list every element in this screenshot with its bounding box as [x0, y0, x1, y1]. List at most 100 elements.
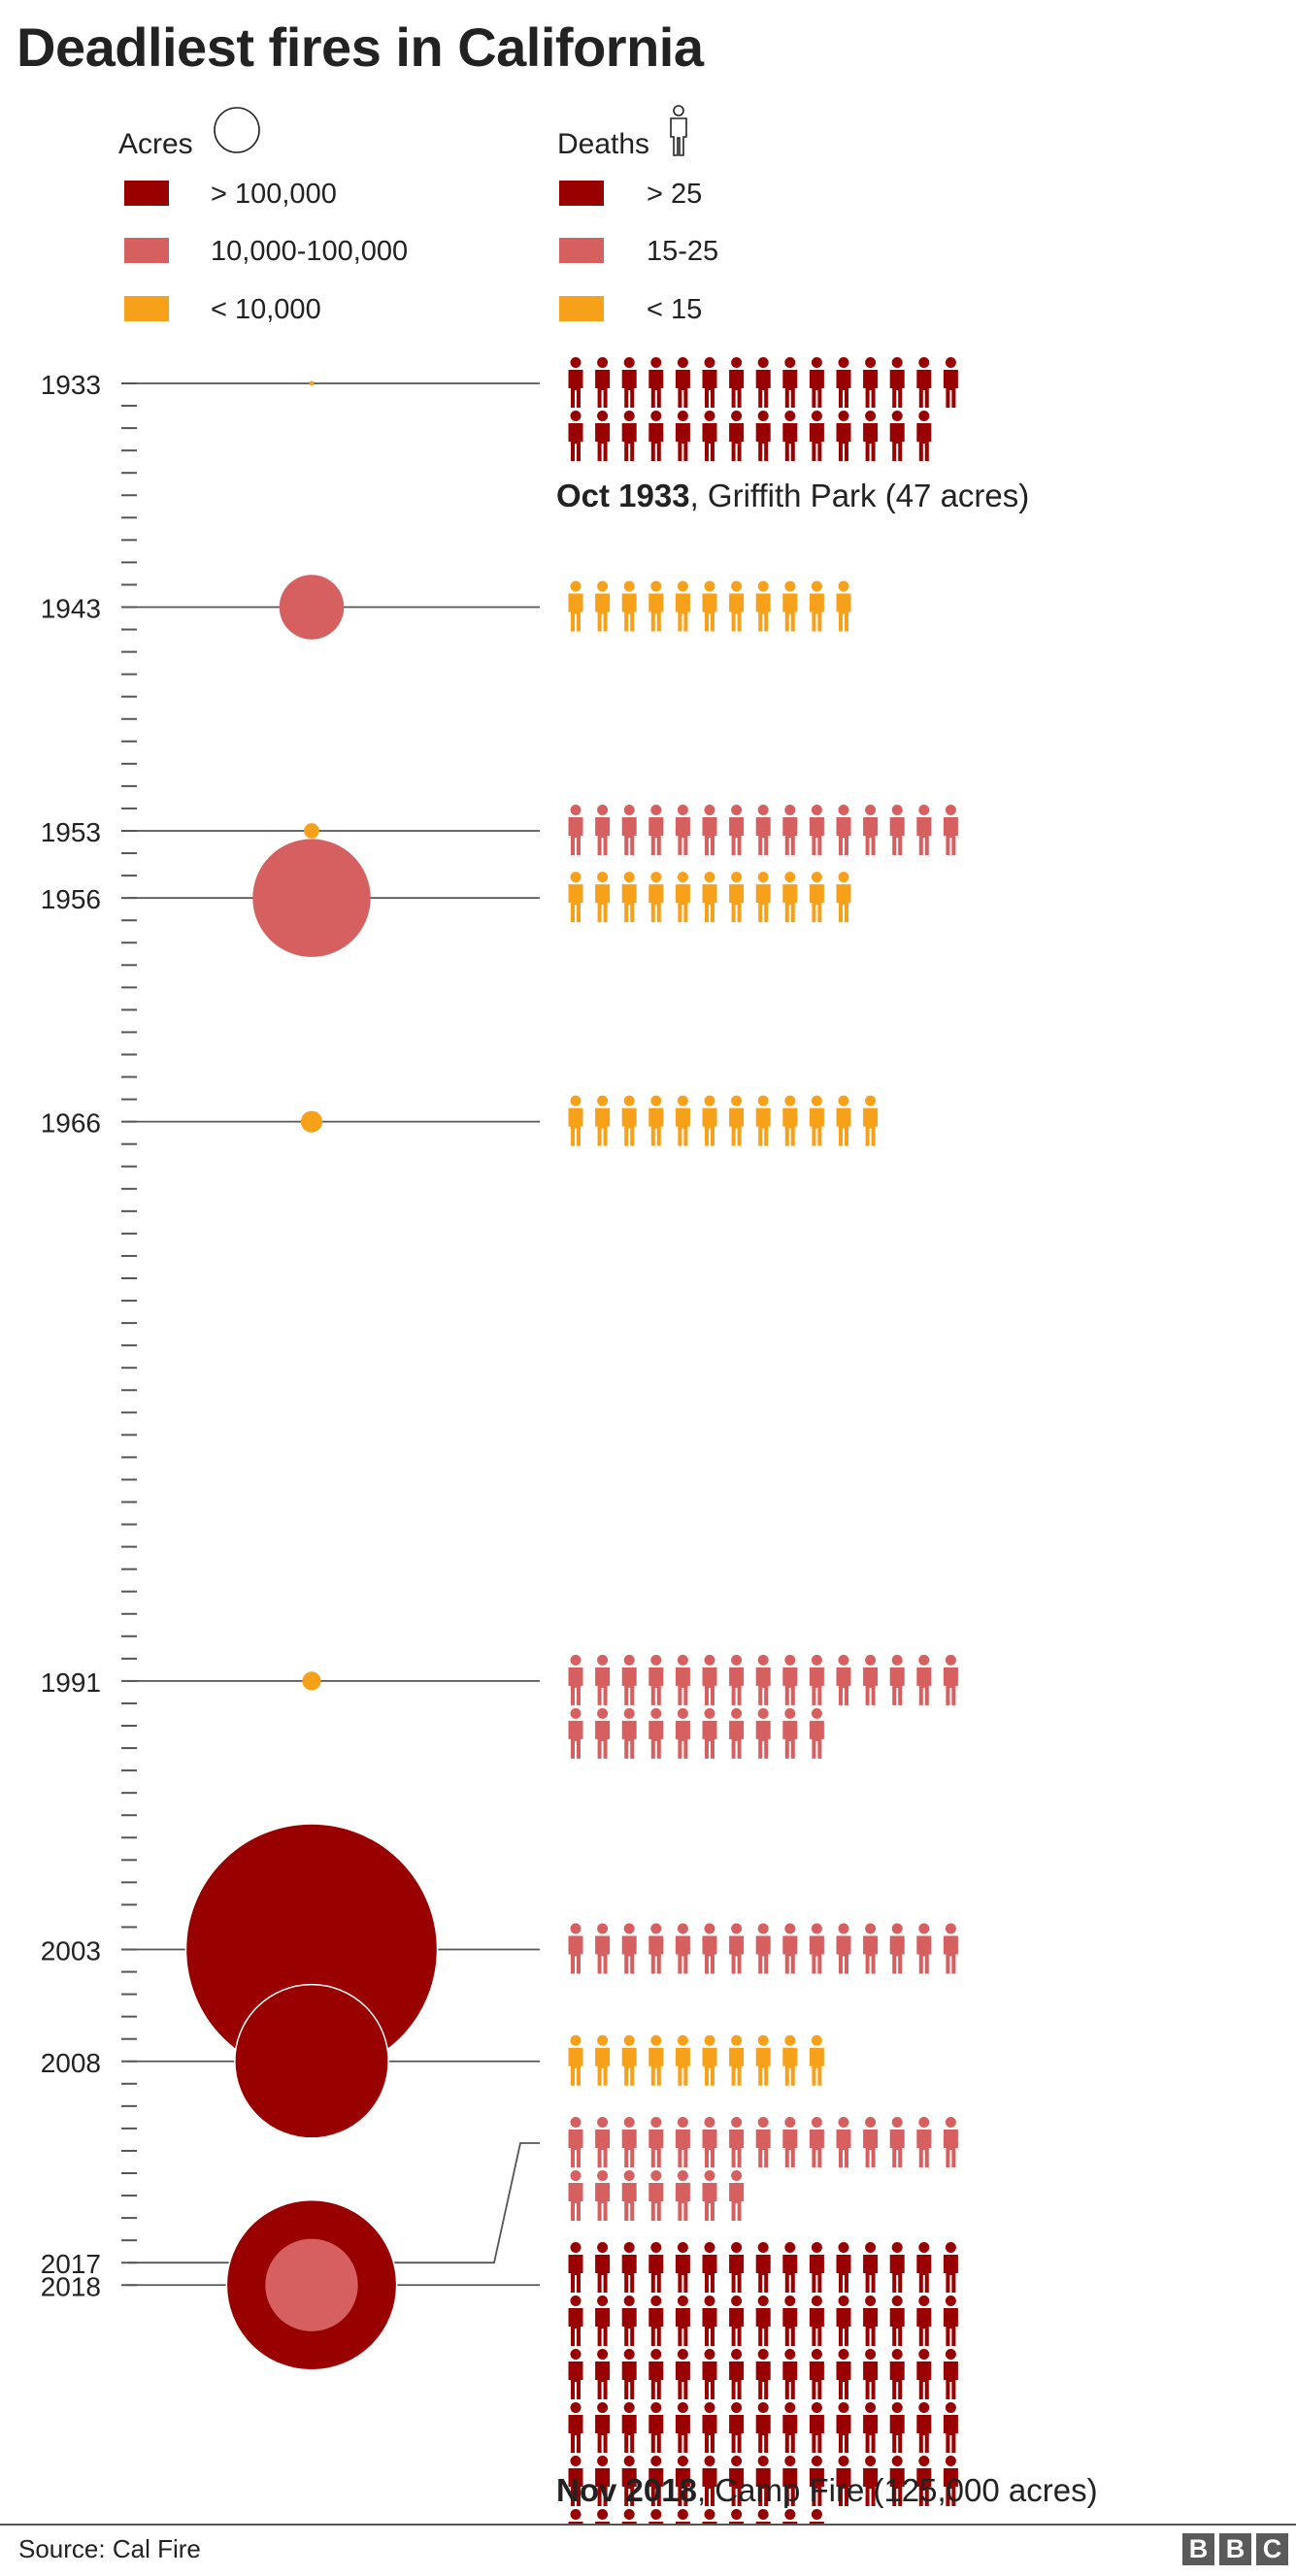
person-icon [568, 805, 583, 855]
person-icon [836, 805, 851, 855]
person-body [809, 1107, 824, 1146]
person-body [943, 2361, 958, 2399]
person-body [675, 593, 690, 632]
person-body [836, 2308, 851, 2346]
person-head [811, 2509, 822, 2520]
acreage-circle [302, 1671, 321, 1691]
person-head [704, 2117, 715, 2128]
person-body [702, 2183, 717, 2221]
person-body [702, 2047, 717, 2086]
person-head [945, 1654, 956, 1666]
person-icon [568, 1654, 583, 1705]
person-body [675, 2468, 690, 2506]
person-head [731, 2295, 743, 2306]
person-body [889, 423, 905, 461]
person-head [731, 2509, 743, 2520]
person-icon [595, 2242, 611, 2293]
legend: Acres Deaths > 100,000 10,000-100,000 < 10,0… [118, 105, 718, 325]
person-body [782, 2415, 798, 2453]
person-body [836, 2361, 851, 2399]
person-icon [755, 2242, 771, 2293]
person-body [782, 2468, 798, 2506]
acres-legend-swatch [124, 238, 169, 263]
person-body [568, 884, 583, 923]
person-head [757, 2509, 769, 2520]
person-icon [755, 872, 771, 923]
person-icon [675, 357, 690, 408]
person-head [650, 2242, 662, 2253]
person-body [729, 2047, 745, 2086]
person-icon [916, 2402, 932, 2453]
person-head [784, 357, 796, 368]
person-body [648, 817, 664, 855]
person-body [595, 2468, 611, 2506]
person-body [782, 370, 798, 408]
person-body [702, 593, 717, 632]
person-head [838, 1923, 849, 1934]
person-icon [729, 580, 745, 632]
person-head [784, 1654, 796, 1666]
person-icon [595, 1707, 611, 1759]
person-body [836, 1667, 851, 1705]
person-head [784, 411, 796, 421]
person-head [731, 2242, 743, 2253]
person-head [757, 2242, 769, 2253]
person-body [889, 2130, 905, 2167]
person-icon [568, 2349, 583, 2399]
person-head [838, 805, 849, 815]
person-body [621, 1720, 637, 1759]
person-head [570, 805, 582, 815]
person-body [943, 2255, 958, 2293]
person-icon [621, 1707, 637, 1759]
person-head [891, 1654, 903, 1666]
person-icon [648, 872, 664, 923]
person-head [650, 2402, 662, 2413]
deaths-legend-label: 15-25 [647, 236, 718, 267]
person-head [650, 872, 662, 883]
person-icon [675, 2170, 690, 2221]
person-head [784, 2242, 796, 2253]
person-body [863, 2361, 879, 2399]
person-body [648, 2361, 664, 2399]
person-body [621, 370, 637, 408]
person-body [755, 2255, 771, 2293]
logo-letter: B [1219, 2533, 1251, 2565]
year-axis-ticks [121, 382, 137, 2287]
person-icon [702, 357, 717, 408]
person-icon [836, 2456, 851, 2506]
person-body [755, 2522, 771, 2524]
person-icon [675, 1654, 690, 1705]
person-body [595, 370, 611, 408]
person-head [784, 805, 796, 815]
person-body [621, 1667, 637, 1705]
person-head [597, 1707, 609, 1719]
person-icon [675, 2117, 690, 2167]
person-icon [648, 411, 664, 461]
person-head [731, 2402, 743, 2413]
person-head [811, 2349, 822, 2360]
person-icon [836, 411, 851, 461]
person-outline-icon [670, 105, 687, 156]
person-body [916, 370, 932, 408]
person-body [595, 2183, 611, 2221]
person-head [891, 2295, 903, 2306]
person-head [784, 1707, 796, 1719]
person-icon [863, 411, 879, 461]
person-body [836, 2468, 851, 2506]
person-icon [755, 1923, 771, 1974]
person-icon [755, 1095, 771, 1146]
person-icon [782, 1095, 798, 1146]
person-icon [568, 357, 583, 408]
person-body [702, 2255, 717, 2293]
person-body [729, 2415, 745, 2453]
person-head [650, 411, 662, 421]
person-body [782, 1720, 798, 1759]
person-body [675, 1720, 690, 1759]
person-body [675, 2415, 690, 2453]
person-head [784, 2509, 796, 2520]
person-icon [916, 2117, 932, 2167]
person-body [889, 817, 905, 855]
person-body [621, 2468, 637, 2506]
person-body [943, 2308, 958, 2346]
person-body [568, 2468, 583, 2506]
